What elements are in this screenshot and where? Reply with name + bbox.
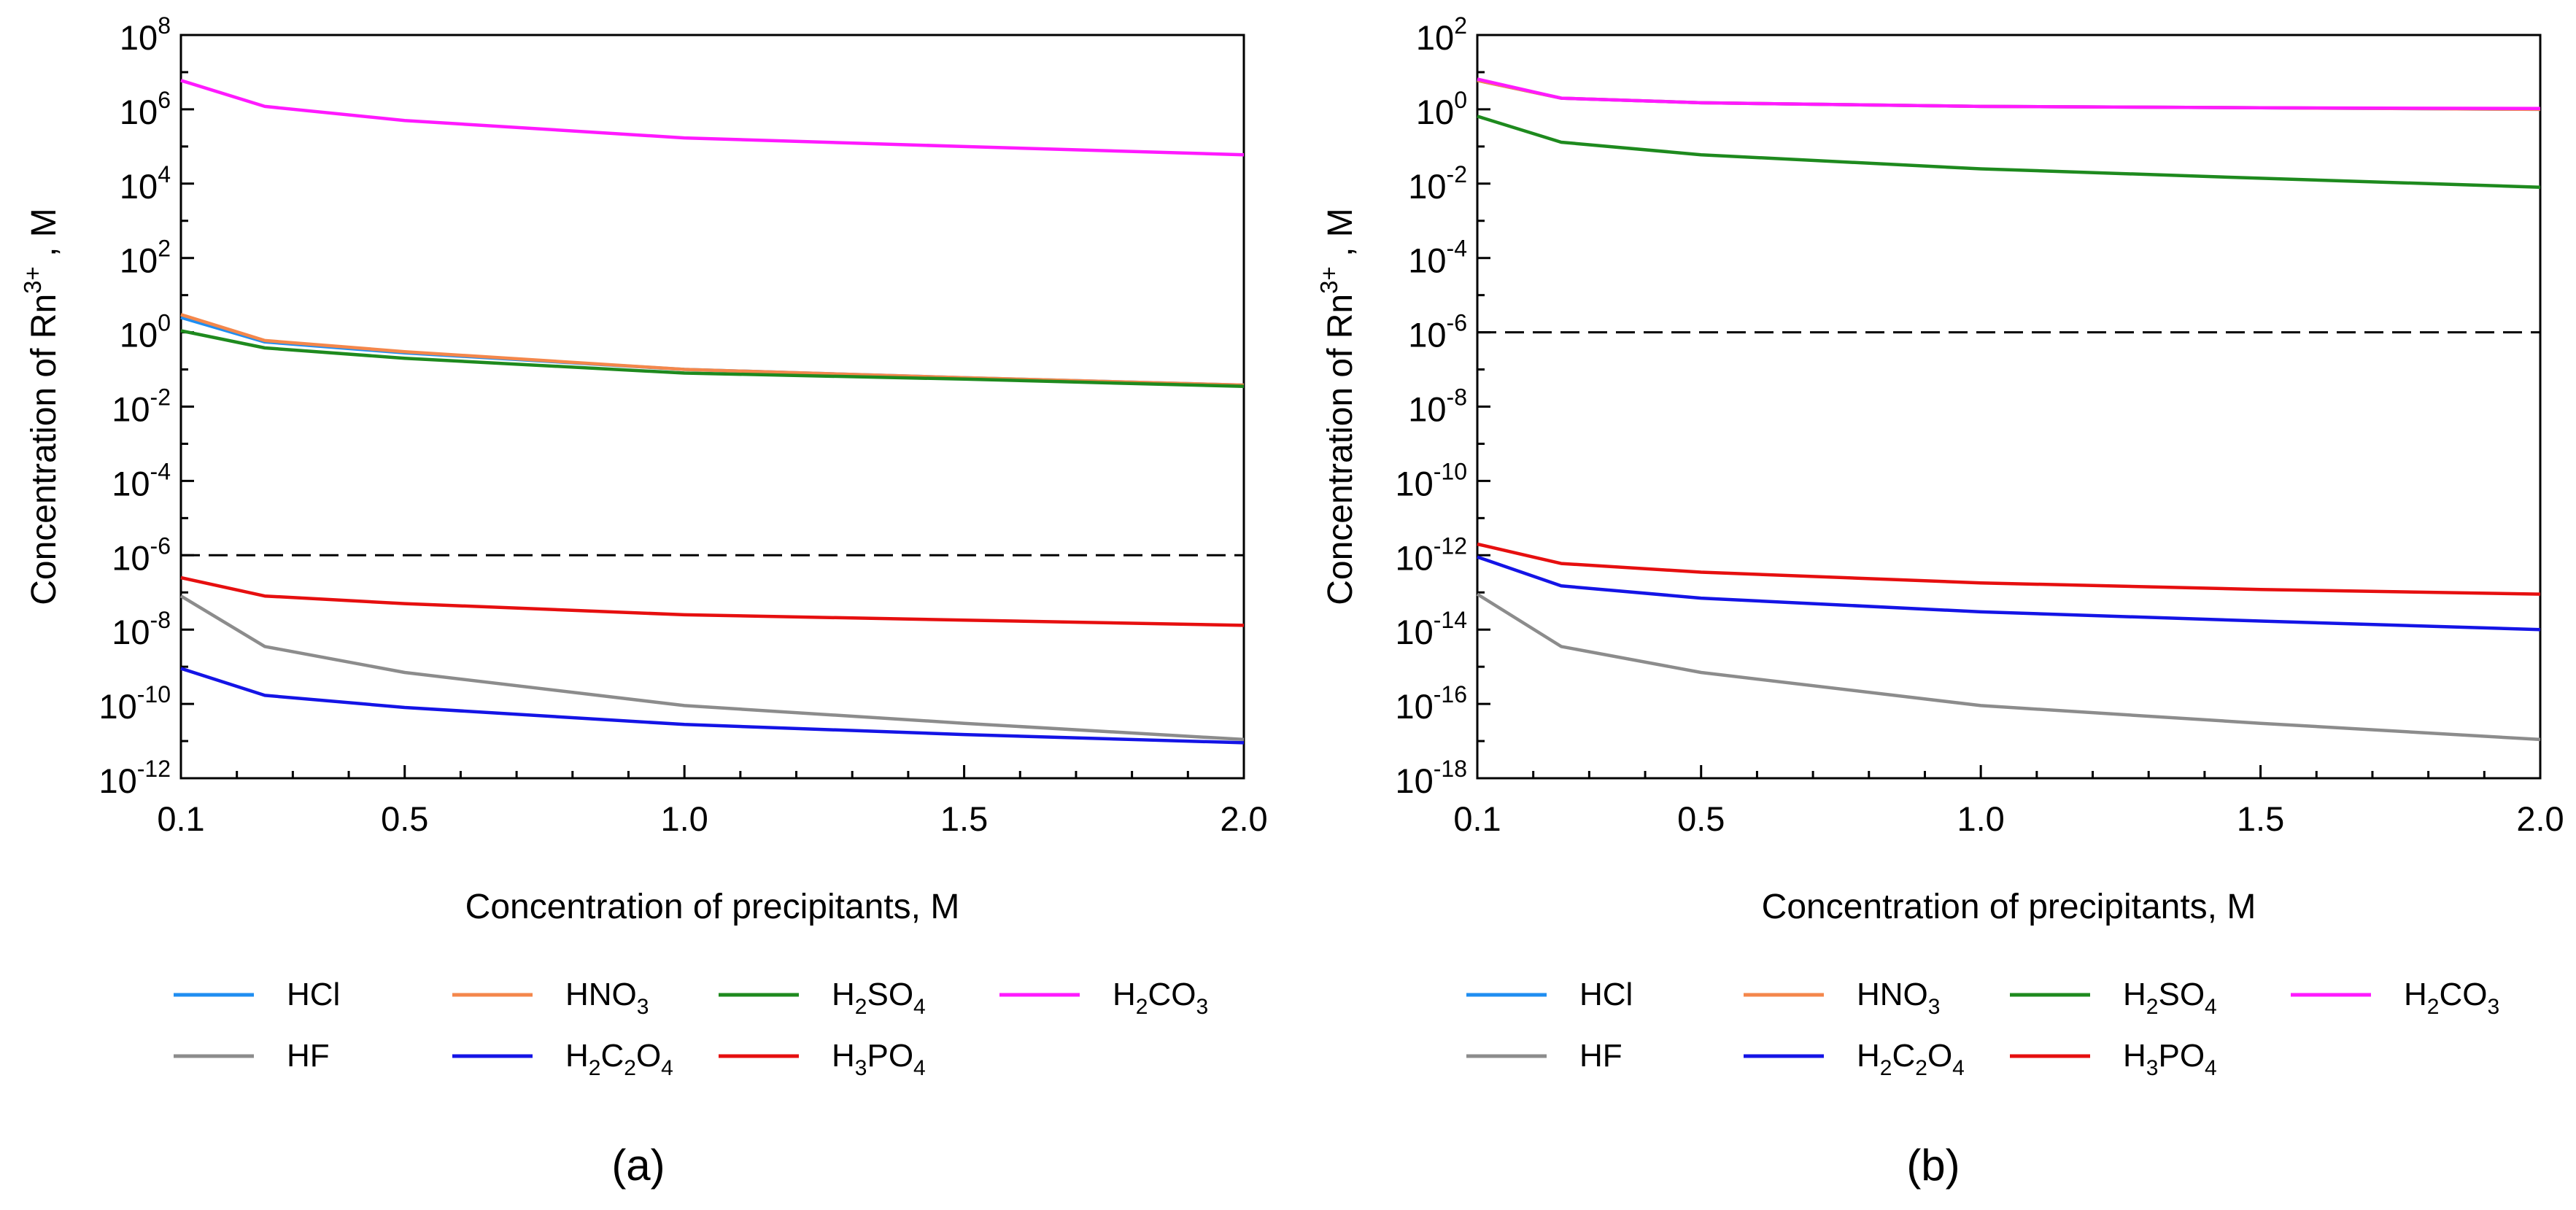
x-axis-title: Concentration of precipitants, M	[1762, 888, 2256, 926]
legend-label-h2co3: H2CO3	[2404, 977, 2499, 1019]
x-tick-label: 1.5	[2237, 799, 2284, 838]
x-tick-label: 0.5	[381, 799, 428, 838]
y-axis-title: Concentration of Rn3+ , M	[19, 208, 63, 605]
legend-label-hno3: HNO3	[1857, 977, 1940, 1019]
y-tick-label: 108	[120, 12, 171, 57]
legend-label-hf: HF	[287, 1038, 330, 1074]
x-tick-label: 0.5	[1677, 799, 1725, 838]
y-tick-label: 10-2	[1408, 161, 1467, 206]
y-tick-label: 10-16	[1395, 681, 1467, 726]
x-tick-label: 0.1	[157, 799, 204, 838]
panel-label: (b)	[1906, 1141, 1960, 1190]
series-line-h2c2o4	[180, 667, 1245, 745]
y-tick-label: 10-4	[1408, 236, 1467, 280]
y-tick-label: 10-2	[112, 384, 171, 429]
y-tick-label: 100	[120, 310, 171, 354]
legend-label-h3po4: H3PO4	[832, 1038, 926, 1080]
series-line-h2c2o4	[1477, 555, 2541, 632]
legend-label-hcl: HCl	[287, 977, 340, 1012]
y-tick-label: 10-18	[1395, 756, 1467, 800]
x-tick-label: 0.1	[1453, 799, 1501, 838]
x-tick-label: 1.5	[940, 799, 988, 838]
series-line-hf	[179, 594, 1245, 742]
y-tick-label: 10-4	[112, 458, 171, 503]
panel-label: (a)	[611, 1141, 665, 1190]
y-tick-label: 10-14	[1395, 607, 1467, 651]
legend-label-h2c2o4: H2C2O4	[1857, 1038, 1965, 1080]
series-line-h2co3	[180, 79, 1245, 157]
y-tick-label: 10-10	[1395, 458, 1467, 503]
legend-label-h2so4: H2SO4	[2123, 977, 2217, 1019]
legend-label-h3po4: H3PO4	[2123, 1038, 2217, 1080]
plot-frame	[179, 34, 1245, 780]
series-line-h2so4	[1477, 115, 2541, 189]
legend-label-h2c2o4: H2C2O4	[565, 1038, 673, 1080]
x-tick-label: 1.0	[1957, 799, 2004, 838]
legend-label-hno3: HNO3	[565, 977, 649, 1019]
legend-label-hf: HF	[1579, 1038, 1622, 1074]
x-tick-label: 2.0	[2516, 799, 2564, 838]
legend-label-h2co3: H2CO3	[1113, 977, 1208, 1019]
legend-label-hcl: HCl	[1579, 977, 1633, 1012]
y-tick-label: 10-6	[112, 532, 171, 577]
chart-panel-b: 10-18 10-16 10-14 10-12 10-10 10-8 10-6 10-4 10-…	[1315, 12, 2564, 1190]
y-tick-label: 104	[120, 161, 171, 206]
y-axis-title: Concentration of Rn3+ , M	[1315, 208, 1360, 605]
x-tick-label: 1.0	[660, 799, 708, 838]
y-tick-label: 106	[120, 87, 171, 131]
y-tick-label: 10-12	[98, 756, 171, 800]
y-tick-label: 100	[1416, 87, 1467, 131]
series-line-hf	[1476, 592, 2541, 742]
series-line-h3po4	[180, 575, 1245, 627]
y-tick-label: 10-10	[98, 681, 171, 726]
y-tick-label: 10-12	[1395, 532, 1467, 577]
x-tick-label: 2.0	[1220, 799, 1267, 838]
y-tick-label: 102	[120, 236, 171, 280]
y-tick-label: 10-8	[112, 607, 171, 651]
series-line-h3po4	[1477, 542, 2541, 596]
y-tick-label: 102	[1416, 12, 1467, 57]
chart-panel-a: 10-12 10-10 10-8 10-6 10-4 10-2 100 102 104 106 10…	[19, 12, 1268, 1190]
y-tick-label: 10-8	[1408, 384, 1467, 429]
x-axis-title: Concentration of precipitants, M	[465, 888, 960, 926]
legend-label-h2so4: H2SO4	[832, 977, 926, 1019]
legend: HCl HNO3 H2SO4 H2CO3 HF H2C2O4 H3PO4	[1466, 977, 2499, 1080]
plot-frame	[1476, 34, 2542, 780]
series-line-h2so4	[180, 329, 1245, 389]
y-tick-label: 10-6	[1408, 310, 1467, 354]
series-line-h2co3	[1477, 77, 2541, 111]
legend: HCl HNO3 H2SO4 H2CO3 HF H2C2O4 H3PO4	[174, 977, 1208, 1080]
